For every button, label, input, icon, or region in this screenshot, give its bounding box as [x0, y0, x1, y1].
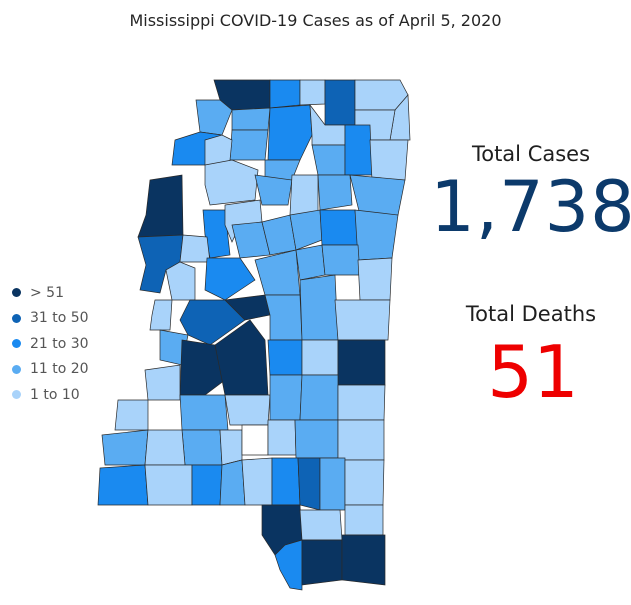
county-pike[interactable]	[191, 464, 223, 506]
county-george[interactable]	[344, 504, 384, 536]
legend-label: 21 to 30	[30, 335, 89, 352]
county-perry[interactable]	[319, 457, 346, 511]
county-adams[interactable]	[101, 429, 149, 466]
legend-dot	[12, 364, 21, 374]
county-attala[interactable]	[254, 249, 301, 296]
county-choctaw[interactable]	[295, 244, 326, 281]
legend-label: 1 to 10	[30, 386, 80, 403]
county-tallahatchie[interactable]	[204, 159, 259, 206]
county-scott[interactable]	[267, 339, 303, 376]
county-walthall[interactable]	[219, 459, 246, 506]
county-marshall[interactable]	[269, 79, 301, 109]
county-wilkinson[interactable]	[97, 464, 149, 506]
legend-label: 31 to 50	[30, 310, 89, 327]
county-rankin[interactable]	[214, 319, 269, 396]
legend-dot	[12, 288, 21, 298]
county-oktibbeha[interactable]	[321, 244, 361, 276]
legend-item: 1 to 10	[12, 382, 89, 408]
total-deaths-label: Total Deaths	[465, 302, 597, 326]
county-panola[interactable]	[229, 129, 269, 161]
legend-label: > 51	[30, 284, 64, 301]
county-lauderdale[interactable]	[337, 339, 386, 386]
county-copiah[interactable]	[179, 394, 229, 431]
county-tate[interactable]	[231, 107, 271, 131]
county-smith[interactable]	[269, 374, 303, 421]
legend-dot	[12, 339, 21, 349]
county-harrison[interactable]	[301, 539, 343, 586]
county-benton[interactable]	[299, 79, 326, 106]
county-grenada[interactable]	[254, 174, 293, 206]
county-lowndes[interactable]	[354, 209, 399, 261]
county-tunica[interactable]	[195, 99, 233, 136]
legend-item: 11 to 20	[12, 357, 89, 383]
county-shapes	[97, 79, 411, 591]
county-jefferson[interactable]	[114, 399, 149, 431]
county-covington[interactable]	[267, 419, 297, 456]
county-bolivar[interactable]	[137, 174, 184, 238]
county-webster[interactable]	[289, 209, 323, 251]
county-sunflower[interactable]	[202, 209, 231, 259]
county-newton[interactable]	[301, 339, 339, 376]
legend: > 51 31 to 50 21 to 30 11 to 20 1 to 10	[12, 280, 89, 408]
county-humphreys[interactable]	[179, 234, 211, 263]
county-chickasaw[interactable]	[317, 174, 353, 211]
county-lafayette[interactable]	[267, 104, 313, 161]
county-kemper[interactable]	[334, 299, 391, 341]
county-issaquena[interactable]	[149, 299, 173, 331]
county-jasper[interactable]	[299, 374, 339, 421]
county-hancock[interactable]	[274, 539, 303, 591]
county-wayne[interactable]	[337, 419, 385, 461]
county-franklin[interactable]	[144, 429, 186, 466]
total-deaths-value: 51	[487, 330, 579, 414]
county-stone[interactable]	[299, 509, 343, 541]
map-title: Mississippi COVID-19 Cases as of April 5…	[129, 11, 502, 30]
county-calhoun[interactable]	[289, 174, 319, 216]
county-jeff-davis[interactable]	[241, 424, 269, 456]
total-cases-value: 1,738	[430, 166, 631, 248]
county-lee[interactable]	[344, 124, 373, 176]
county-lincoln[interactable]	[181, 429, 223, 466]
county-greene[interactable]	[344, 459, 385, 506]
county-clarke[interactable]	[337, 384, 386, 421]
legend-dot	[12, 390, 21, 400]
legend-item: > 51	[12, 280, 89, 306]
county-simpson[interactable]	[224, 394, 271, 426]
county-sharkey[interactable]	[165, 261, 196, 301]
county-marion[interactable]	[241, 457, 273, 506]
county-forrest[interactable]	[297, 457, 321, 511]
legend-item: 21 to 30	[12, 331, 89, 357]
legend-item: 31 to 50	[12, 306, 89, 332]
county-lawrence[interactable]	[219, 429, 243, 466]
county-jones[interactable]	[294, 419, 339, 459]
county-winston[interactable]	[299, 274, 339, 341]
county-clay[interactable]	[319, 209, 359, 246]
county-noxubee[interactable]	[357, 257, 393, 301]
legend-dot	[12, 313, 21, 323]
county-pontotoc[interactable]	[311, 144, 346, 176]
county-itawamba[interactable]	[369, 139, 409, 181]
county-lamar[interactable]	[271, 457, 301, 506]
county-claiborne[interactable]	[144, 364, 181, 401]
county-tippah[interactable]	[324, 79, 356, 126]
total-cases-label: Total Cases	[471, 142, 591, 166]
legend-label: 11 to 20	[30, 361, 89, 378]
county-monroe[interactable]	[349, 174, 406, 216]
county-holmes[interactable]	[204, 257, 256, 301]
county-jackson[interactable]	[341, 534, 386, 586]
county-amite[interactable]	[144, 464, 193, 506]
county-leake[interactable]	[264, 294, 303, 341]
